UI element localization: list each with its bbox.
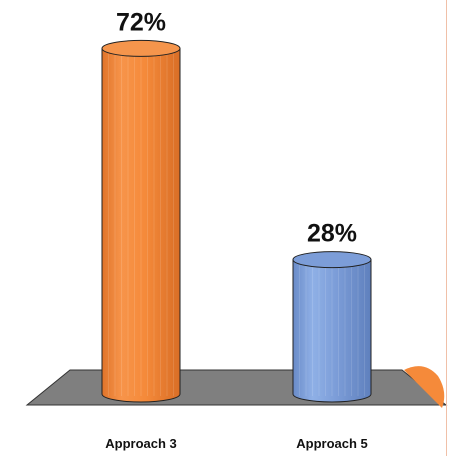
decorative-orange-shape xyxy=(404,366,445,408)
cylinder-top xyxy=(292,251,372,269)
data-label: 72% xyxy=(116,8,166,36)
cylinder-body xyxy=(101,47,181,403)
bar-approach-3 xyxy=(101,39,181,403)
page-edge-line xyxy=(446,0,447,456)
cylinder-top xyxy=(101,39,181,57)
cylinder-body xyxy=(292,259,372,403)
category-label: Approach 3 xyxy=(105,436,177,451)
category-label: Approach 5 xyxy=(296,436,368,451)
bar-approach-5 xyxy=(292,251,372,403)
data-label: 28% xyxy=(307,220,357,248)
chart-floor xyxy=(25,369,448,406)
